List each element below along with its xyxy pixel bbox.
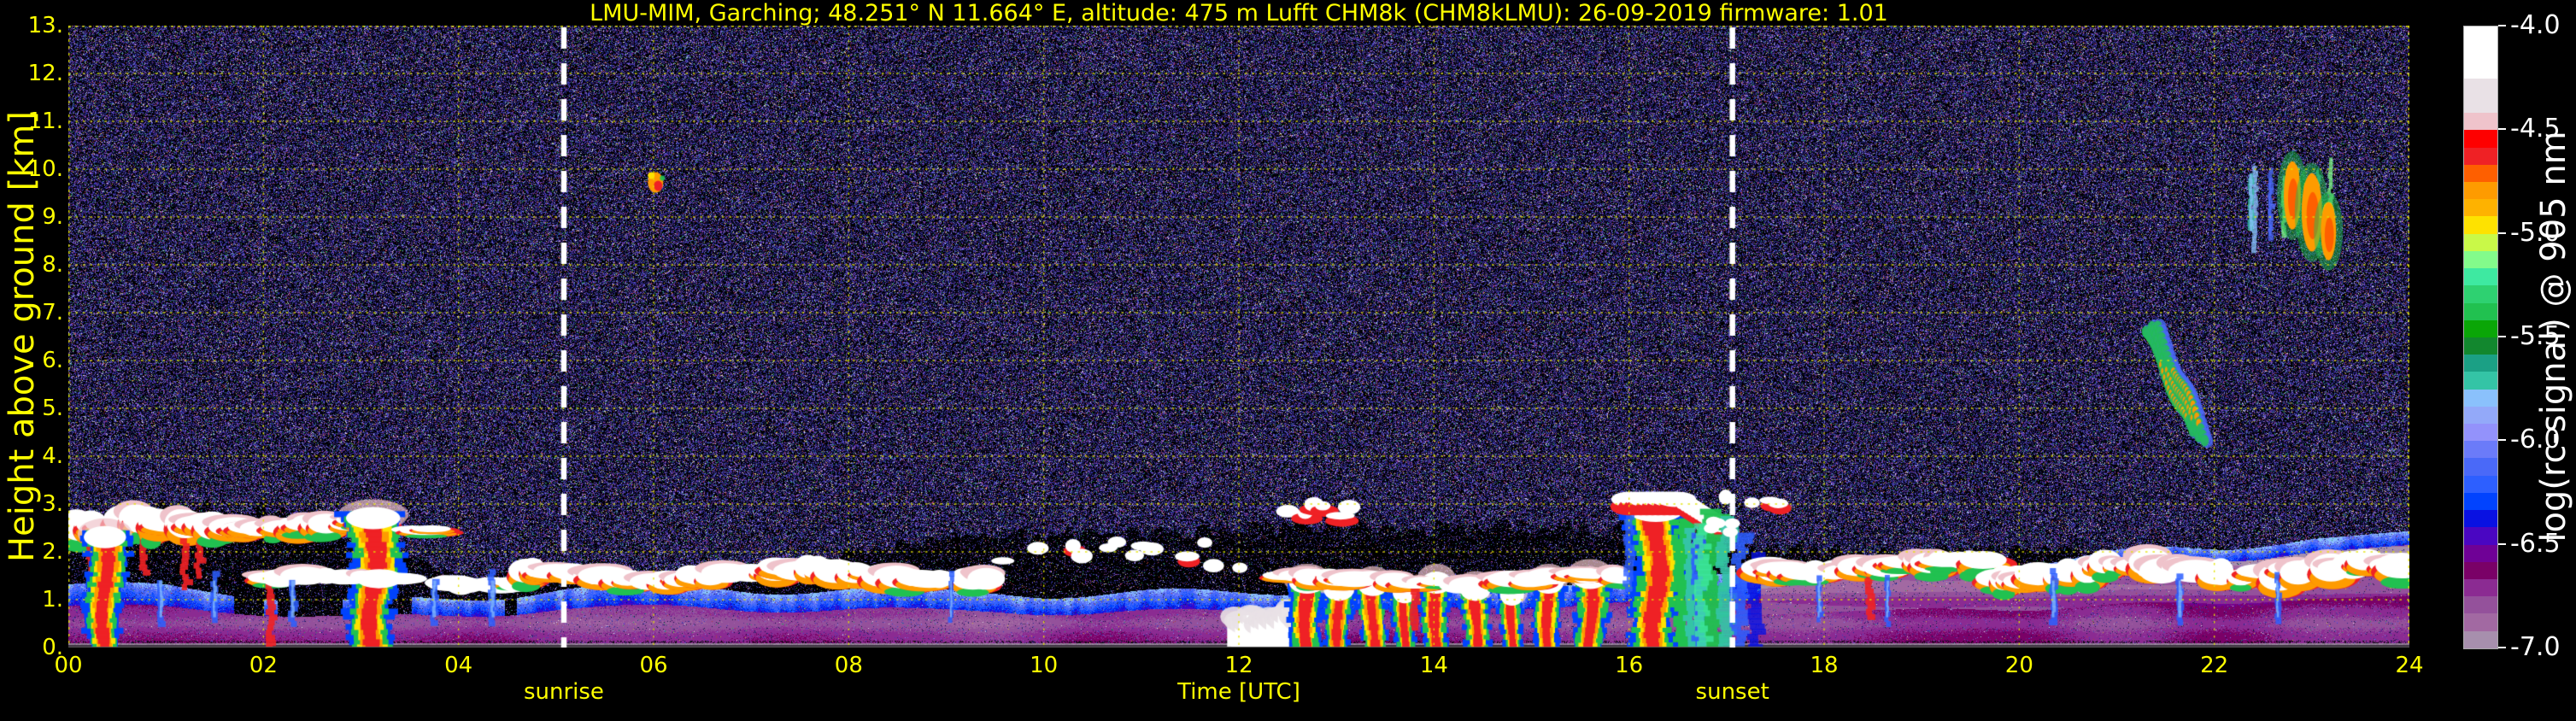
colorbar-tick-label: -4.0 (2510, 10, 2561, 40)
colorbar-band (2464, 458, 2497, 476)
colorbar-band (2464, 61, 2497, 79)
x-tick-label: 08 (834, 653, 863, 678)
colorbar-band (2464, 579, 2497, 597)
x-tick-label: 10 (1030, 653, 1059, 678)
colorbar-band (2464, 424, 2497, 442)
colorbar-tick-label: -6.5 (2510, 528, 2561, 559)
colorbar-tick-label: -5.0 (2510, 217, 2561, 248)
y-tick-label: 6. (42, 348, 63, 373)
colorbar (2463, 26, 2498, 649)
colorbar-band (2464, 337, 2497, 355)
colorbar-band (2464, 44, 2497, 62)
colorbar-band (2464, 130, 2497, 148)
y-tick-label: 9. (42, 204, 63, 230)
y-tick-label: 12. (27, 61, 63, 86)
y-tick-label: 10. (27, 156, 63, 182)
colorbar-tick-label: -5.5 (2510, 321, 2561, 351)
sunset-annotation: sunset (1695, 679, 1769, 705)
x-tick-label: 06 (639, 653, 668, 678)
colorbar-band (2464, 561, 2497, 579)
x-tick-label: 22 (2200, 653, 2229, 678)
colorbar-tick-mark (2498, 232, 2506, 234)
colorbar-band (2464, 113, 2497, 131)
x-axis-label: Time [UTC] (1177, 679, 1300, 705)
colorbar-band (2464, 389, 2497, 407)
colorbar-band (2464, 78, 2497, 96)
colorbar-band (2464, 95, 2497, 114)
y-axis-label: Height above ground [km] (3, 111, 42, 562)
colorbar-band (2464, 302, 2497, 320)
colorbar-band (2464, 596, 2497, 614)
y-tick-label: 3. (42, 491, 63, 517)
colorbar-band (2464, 319, 2497, 337)
colorbar-tick-label: -7.0 (2510, 632, 2561, 662)
colorbar-band (2464, 544, 2497, 562)
colorbar-band (2464, 285, 2497, 303)
ceilometer-quicklook-page: { "colors": { "background": "#000000", "… (3, 0, 2573, 705)
y-tick-label: 0. (42, 635, 63, 660)
y-tick-label: 13. (27, 13, 63, 38)
colorbar-band (2464, 199, 2497, 217)
colorbar-band (2464, 164, 2497, 182)
colorbar-band (2464, 268, 2497, 286)
plot-canvas (68, 26, 2409, 648)
colorbar-band (2464, 406, 2497, 425)
colorbar-band (2464, 630, 2497, 648)
y-tick-label: 4. (42, 443, 63, 469)
x-tick-label: 00 (54, 653, 83, 678)
x-tick-label: 02 (249, 653, 278, 678)
x-tick-label: 20 (2004, 653, 2033, 678)
colorbar-band (2464, 372, 2497, 390)
colorbar-label: log(rc-signal) @ 905 nm (2534, 131, 2573, 542)
y-tick-label: 2. (42, 539, 63, 565)
colorbar-tick-mark (2498, 647, 2506, 648)
colorbar-tick-mark (2498, 542, 2506, 545)
colorbar-tick-mark (2498, 128, 2506, 131)
colorbar-band (2464, 613, 2497, 631)
colorbar-band (2464, 181, 2497, 200)
colorbar-band (2464, 147, 2497, 165)
y-tick-label: 11. (27, 108, 63, 134)
colorbar-band (2464, 441, 2497, 459)
colorbar-tick-mark (2498, 439, 2506, 442)
colorbar-tick-label: -6.0 (2510, 425, 2561, 455)
colorbar-band (2464, 355, 2497, 372)
colorbar-band (2464, 250, 2497, 269)
y-tick-label: 5. (42, 396, 63, 421)
colorbar-band (2464, 216, 2497, 234)
y-tick-label: 8. (42, 252, 63, 278)
x-tick-label: 24 (2395, 653, 2424, 678)
x-tick-label: 04 (444, 653, 473, 678)
colorbar-tick-label: -4.5 (2510, 114, 2561, 144)
colorbar-band (2464, 510, 2497, 528)
x-tick-label: 18 (1810, 653, 1839, 678)
colorbar-band (2464, 26, 2497, 44)
y-tick-label: 7. (42, 300, 63, 325)
sunrise-annotation: sunrise (523, 679, 604, 705)
x-tick-label: 14 (1419, 653, 1448, 678)
y-tick-label: 1. (42, 587, 63, 613)
colorbar-tick-mark (2498, 336, 2506, 337)
colorbar-tick-mark (2498, 25, 2506, 26)
colorbar-band (2464, 492, 2497, 511)
colorbar-band (2464, 475, 2497, 493)
x-tick-label: 16 (1615, 653, 1644, 678)
colorbar-band (2464, 527, 2497, 545)
chart-title: LMU-MIM, Garching; 48.251° N 11.664° E, … (590, 0, 1888, 26)
colorbar-band (2464, 233, 2497, 251)
x-tick-label: 12 (1224, 653, 1253, 678)
